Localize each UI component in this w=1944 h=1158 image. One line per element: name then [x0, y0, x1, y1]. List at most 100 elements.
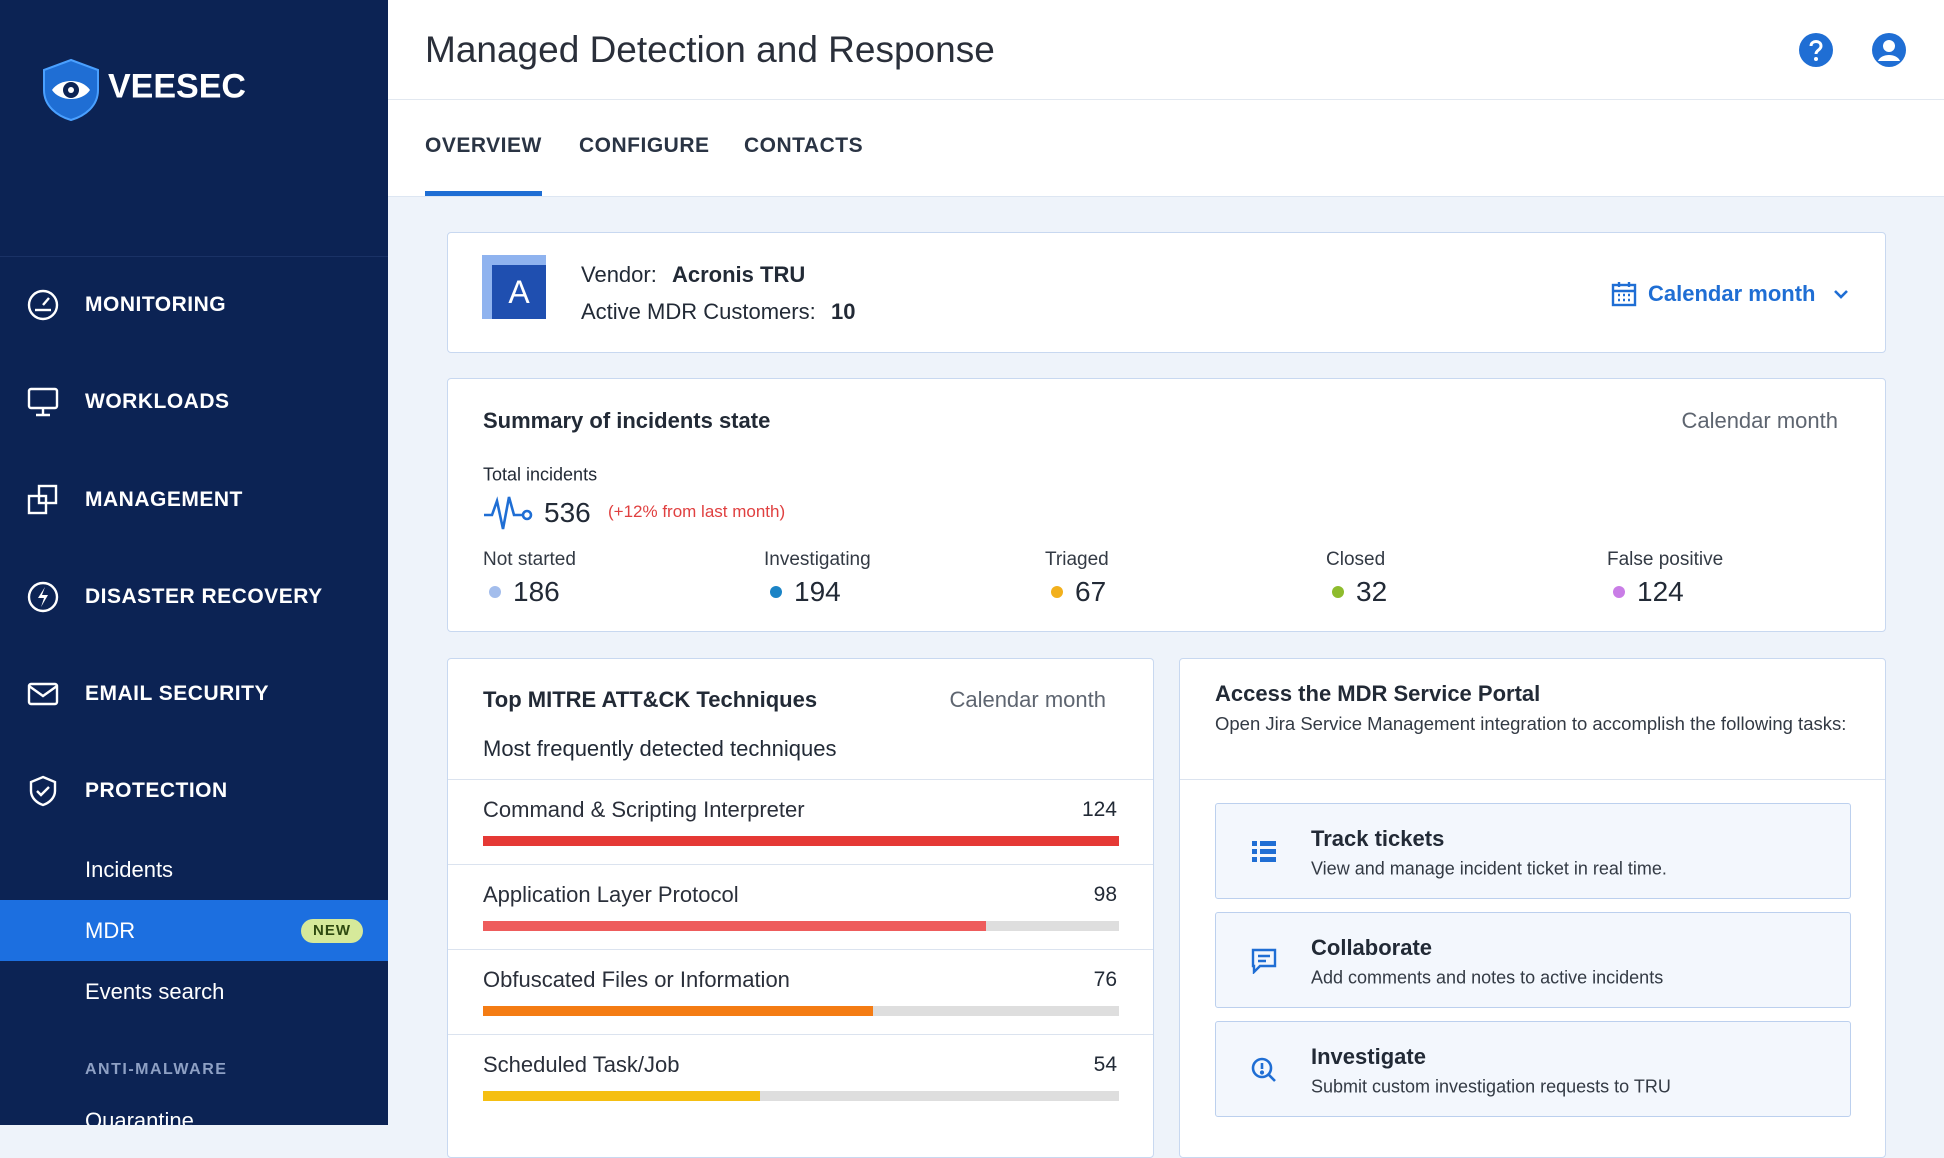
section-label: ANTI-MALWARE — [85, 1061, 228, 1078]
sub-nav-item[interactable]: Quarantine — [85, 1108, 194, 1125]
technique-name: Scheduled Task/Job — [483, 1052, 680, 1077]
divider — [448, 779, 1153, 780]
help-button[interactable] — [1798, 32, 1834, 68]
technique-value: 98 — [1093, 883, 1117, 906]
portal-card: Access the MDR Service Portal Open Jira … — [1179, 658, 1886, 1158]
tab-indicator — [425, 191, 542, 196]
total-change: (+12% from last month) — [608, 502, 786, 521]
state-dot — [1613, 586, 1625, 598]
state-label: Closed — [1326, 549, 1386, 570]
period-label: Calendar month — [1681, 408, 1838, 433]
sidebar: VEESEC MONITORING WORKLOADS MANAGEMENT D… — [0, 0, 388, 1125]
tab[interactable]: CONTACTS — [744, 134, 864, 157]
badge: NEW — [301, 919, 363, 943]
state-label: Triaged — [1045, 549, 1109, 570]
state-dot — [489, 586, 501, 598]
protection-icon — [29, 775, 57, 807]
logo-icon — [43, 58, 99, 122]
sub-nav-item[interactable]: Incidents — [85, 857, 174, 882]
total-value: 536 — [544, 497, 591, 528]
technique-value: 54 — [1093, 1053, 1117, 1076]
disaster-recovery-icon — [27, 581, 59, 613]
pulse-icon — [484, 496, 533, 530]
bar — [483, 836, 1119, 846]
vendor-name: Acronis TRU — [672, 262, 806, 287]
state-value: 186 — [513, 576, 560, 607]
page-title: Managed Detection and Response — [425, 29, 995, 70]
state-value: 124 — [1637, 576, 1684, 607]
vendor-logo: A — [492, 265, 546, 319]
calendar-icon — [1611, 282, 1637, 307]
mitre-card: Top MITRE ATT&CK Techniques Calendar mon… — [447, 658, 1154, 1158]
tab-bar — [388, 100, 1944, 197]
portal-item[interactable]: Collaborate Add comments and notes to ac… — [1215, 912, 1851, 1008]
divider — [448, 1034, 1153, 1035]
nav-item[interactable]: WORKLOADS — [85, 390, 230, 413]
item-title: Collaborate — [1311, 935, 1433, 960]
technique-name: Application Layer Protocol — [483, 882, 739, 907]
card-subtitle: Most frequently detected techniques — [483, 736, 837, 761]
user-button[interactable] — [1871, 32, 1907, 68]
period-dropdown[interactable]: Calendar month — [1648, 281, 1816, 306]
divider — [0, 256, 388, 257]
item-title: Track tickets — [1311, 826, 1445, 851]
bar-track — [483, 1091, 1119, 1101]
chevron — [1834, 290, 1848, 299]
technique-value: 76 — [1093, 968, 1117, 991]
item-description: Add comments and notes to active inciden… — [1311, 967, 1664, 988]
technique-name: Obfuscated Files or Information — [483, 967, 790, 992]
bar — [483, 1091, 760, 1101]
brand: VEESEC — [108, 67, 246, 106]
state-label: Not started — [483, 549, 576, 570]
nav-item[interactable]: EMAIL SECURITY — [85, 682, 269, 705]
bar — [483, 1006, 873, 1016]
divider — [448, 864, 1153, 865]
card-title: Top MITRE ATT&CK Techniques — [483, 687, 818, 712]
item-description: View and manage incident ticket in real … — [1311, 858, 1667, 879]
technique-name: Command & Scripting Interpreter — [483, 797, 805, 822]
investigate-icon — [1251, 1057, 1276, 1082]
customers-count: 10 — [831, 299, 856, 324]
state-dot — [770, 586, 782, 598]
total-label: Total incidents — [483, 464, 598, 485]
summary-card: Summary of incidents state Calendar mont… — [447, 378, 1886, 632]
card-title: Access the MDR Service Portal — [1215, 681, 1541, 706]
email-icon — [27, 682, 59, 706]
tickets-icon — [1252, 841, 1276, 862]
header — [388, 0, 1944, 100]
state-dot — [1332, 586, 1344, 598]
nav-item[interactable]: MONITORING — [85, 293, 227, 316]
card-description: Open Jira Service Management integration… — [1215, 713, 1847, 734]
bar-track — [483, 921, 1119, 931]
bar-track — [483, 836, 1119, 846]
portal-item[interactable]: Investigate Submit custom investigation … — [1215, 1021, 1851, 1117]
bar-track — [483, 1006, 1119, 1016]
monitoring-icon — [27, 289, 59, 321]
portal-item[interactable]: Track tickets View and manage incident t… — [1215, 803, 1851, 899]
item-title: Investigate — [1311, 1044, 1426, 1069]
tab[interactable]: CONFIGURE — [579, 134, 710, 157]
tab[interactable]: OVERVIEW — [425, 134, 542, 157]
state-value: 67 — [1075, 576, 1107, 607]
customers-label: Active MDR Customers: — [581, 299, 816, 324]
sub-nav-item[interactable]: Events search — [85, 979, 225, 1004]
nav-item[interactable]: MANAGEMENT — [85, 488, 243, 511]
state-label: False positive — [1607, 549, 1724, 570]
technique-value: 124 — [1081, 798, 1117, 821]
management-icon — [27, 484, 58, 515]
vendor-card: A Vendor: Acronis TRU Active MDR Custome… — [447, 232, 1886, 353]
nav-item[interactable]: DISASTER RECOVERY — [85, 585, 323, 608]
item-description: Submit custom investigation requests to … — [1311, 1076, 1671, 1097]
card-title: Summary of incidents state — [483, 408, 771, 433]
state-value: 194 — [794, 576, 841, 607]
state-dot — [1051, 586, 1063, 598]
state-label: Investigating — [764, 549, 871, 570]
sub-nav-item[interactable]: MDR — [85, 918, 136, 943]
collaborate-icon — [1251, 948, 1277, 974]
divider — [448, 949, 1153, 950]
vendor-label: Vendor: — [581, 262, 657, 287]
state-value: 32 — [1356, 576, 1388, 607]
nav-item[interactable]: PROTECTION — [85, 779, 228, 802]
period-label: Calendar month — [949, 687, 1106, 712]
